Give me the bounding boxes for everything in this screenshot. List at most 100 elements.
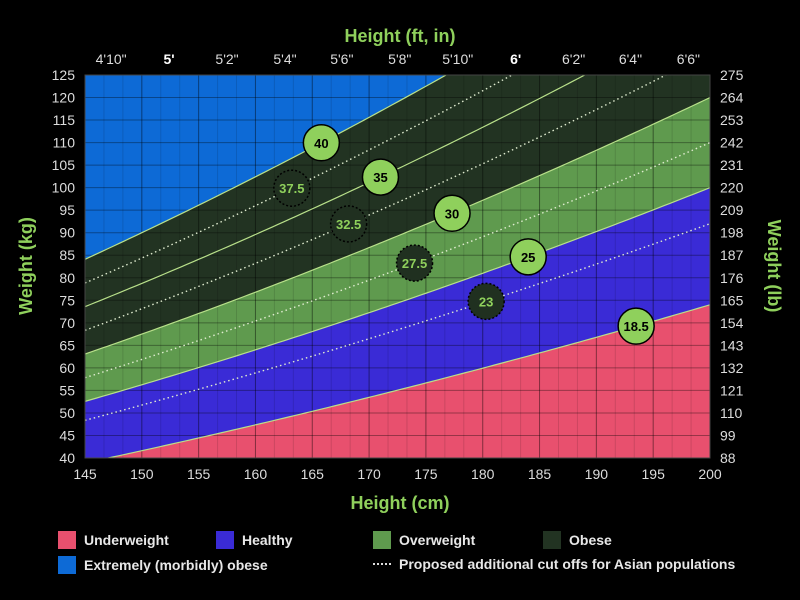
bmi-circle — [509, 238, 547, 276]
y-left-tick-label: 125 — [52, 67, 76, 83]
x-tick-label: 190 — [585, 466, 609, 482]
y-left-tick-label: 75 — [59, 292, 75, 308]
x-tick-label: 180 — [471, 466, 495, 482]
y-left-tick-label: 45 — [59, 427, 75, 443]
bmi-circle — [617, 307, 655, 345]
x-tick-label: 165 — [301, 466, 325, 482]
x-top-tick-label: 6' — [510, 51, 521, 67]
x-axis-title: Height (cm) — [351, 493, 450, 513]
bmi-label-40: 40 — [302, 124, 341, 162]
x-tick-label: 155 — [187, 466, 211, 482]
y-right-tick-label: 187 — [720, 247, 744, 263]
y-left-tick-label: 110 — [53, 135, 76, 151]
y-left-tick-label: 55 — [59, 382, 75, 398]
y-left-tick-label: 120 — [52, 90, 76, 106]
x-tick-label: 185 — [528, 466, 552, 482]
asian-cutoff-line-27-5 — [85, 141, 710, 379]
x-top-tick-label: 6'4" — [619, 51, 642, 67]
bmi-circle-text: 27.5 — [402, 256, 427, 271]
y-right-axis-title: Weight (lb) — [764, 220, 784, 313]
bmi-circle — [273, 169, 311, 207]
x-top-tick-label: 6'6" — [677, 51, 700, 67]
y-left-tick-label: 100 — [52, 180, 76, 196]
bmi-circle — [302, 124, 341, 162]
y-left-tick-label: 85 — [59, 247, 75, 263]
y-left-tick-label: 115 — [53, 112, 76, 128]
y-right-tick-label: 198 — [720, 225, 744, 241]
bmi-line-25 — [85, 187, 710, 402]
x-tick-label: 145 — [73, 466, 97, 482]
bmi-line-40 — [85, 75, 448, 260]
y-right-tick-label: 209 — [720, 202, 744, 218]
x-tick-label: 160 — [244, 466, 268, 482]
y-left-tick-label: 50 — [59, 405, 75, 421]
bmi-label-37-5: 37.5 — [273, 169, 311, 207]
x-top-tick-label: 5'8" — [388, 51, 411, 67]
x-top-tick-label: 5'6" — [330, 51, 353, 67]
y-left-tick-label: 60 — [59, 360, 75, 376]
bmi-circle-text: 18.5 — [623, 319, 648, 334]
x-top-axis-title: Height (ft, in) — [345, 26, 456, 46]
y-right-tick-label: 231 — [720, 157, 744, 173]
bmi-circle-text: 40 — [314, 136, 328, 151]
bmi-line-18-5 — [105, 304, 710, 458]
bmi-circle — [395, 244, 434, 282]
plot-area — [85, 75, 710, 458]
x-top-tick-label: 4'10" — [96, 51, 127, 67]
y-right-tick-label: 121 — [720, 382, 744, 398]
bmi-label-25: 25 — [509, 238, 547, 276]
x-top-tick-label: 5'2" — [215, 51, 238, 67]
y-left-tick-label: 40 — [59, 450, 75, 466]
x-tick-label: 170 — [357, 466, 381, 482]
y-left-tick-label: 70 — [59, 315, 75, 331]
bmi-label-23: 23 — [467, 282, 505, 321]
y-right-tick-label: 154 — [720, 315, 744, 331]
asian-cutoff-line-32-5 — [85, 75, 668, 331]
y-right-tick-label: 143 — [720, 337, 744, 353]
x-tick-label: 175 — [414, 466, 438, 482]
bmi-circle — [467, 282, 505, 321]
bmi-circle — [329, 205, 368, 243]
bmi-label-18-5: 18.5 — [617, 307, 655, 345]
band-extremely-obese — [85, 75, 447, 260]
bmi-label-32-5: 32.5 — [329, 205, 368, 243]
x-tick-label: 195 — [642, 466, 666, 482]
band-obese — [85, 75, 710, 355]
x-top-tick-label: 6'2" — [562, 51, 585, 67]
bmi-circle-text: 37.5 — [279, 181, 304, 196]
x-tick-label: 150 — [130, 466, 154, 482]
y-left-tick-label: 105 — [52, 157, 76, 173]
x-tick-label: 200 — [698, 466, 722, 482]
bmi-label-30: 30 — [433, 194, 471, 233]
band-healthy — [85, 187, 710, 458]
bmi-circle-text: 23 — [479, 294, 493, 309]
band-underweight — [108, 304, 710, 458]
bmi-label-27-5: 27.5 — [395, 244, 434, 282]
bmi-label-35: 35 — [361, 158, 400, 196]
y-left-tick-label: 80 — [59, 270, 75, 286]
y-left-tick-label: 95 — [59, 202, 75, 218]
bmi-line-35 — [85, 75, 587, 308]
x-top-tick-label: 5'10" — [442, 51, 473, 67]
y-right-tick-label: 165 — [720, 292, 744, 308]
x-top-tick-label: 5'4" — [273, 51, 296, 67]
y-right-tick-label: 253 — [720, 112, 744, 128]
y-right-tick-label: 275 — [720, 67, 744, 83]
y-right-tick-label: 132 — [720, 360, 744, 376]
bmi-line-30 — [85, 96, 710, 355]
y-right-tick-label: 99 — [720, 427, 736, 443]
x-top-tick-label: 5' — [164, 51, 175, 67]
bmi-circle-text: 35 — [373, 170, 387, 185]
bmi-circle-text: 32.5 — [336, 217, 361, 232]
y-right-tick-label: 88 — [720, 450, 736, 466]
y-left-axis-title: Weight (kg) — [16, 217, 36, 315]
y-right-tick-label: 220 — [720, 180, 744, 196]
y-right-tick-label: 176 — [720, 270, 744, 286]
plot-frame — [84, 74, 711, 459]
band-overweight — [85, 97, 710, 402]
y-left-tick-label: 65 — [59, 337, 75, 353]
y-left-tick-label: 90 — [59, 225, 75, 241]
bmi-circle — [433, 194, 471, 233]
bmi-circle-text: 25 — [521, 250, 535, 265]
